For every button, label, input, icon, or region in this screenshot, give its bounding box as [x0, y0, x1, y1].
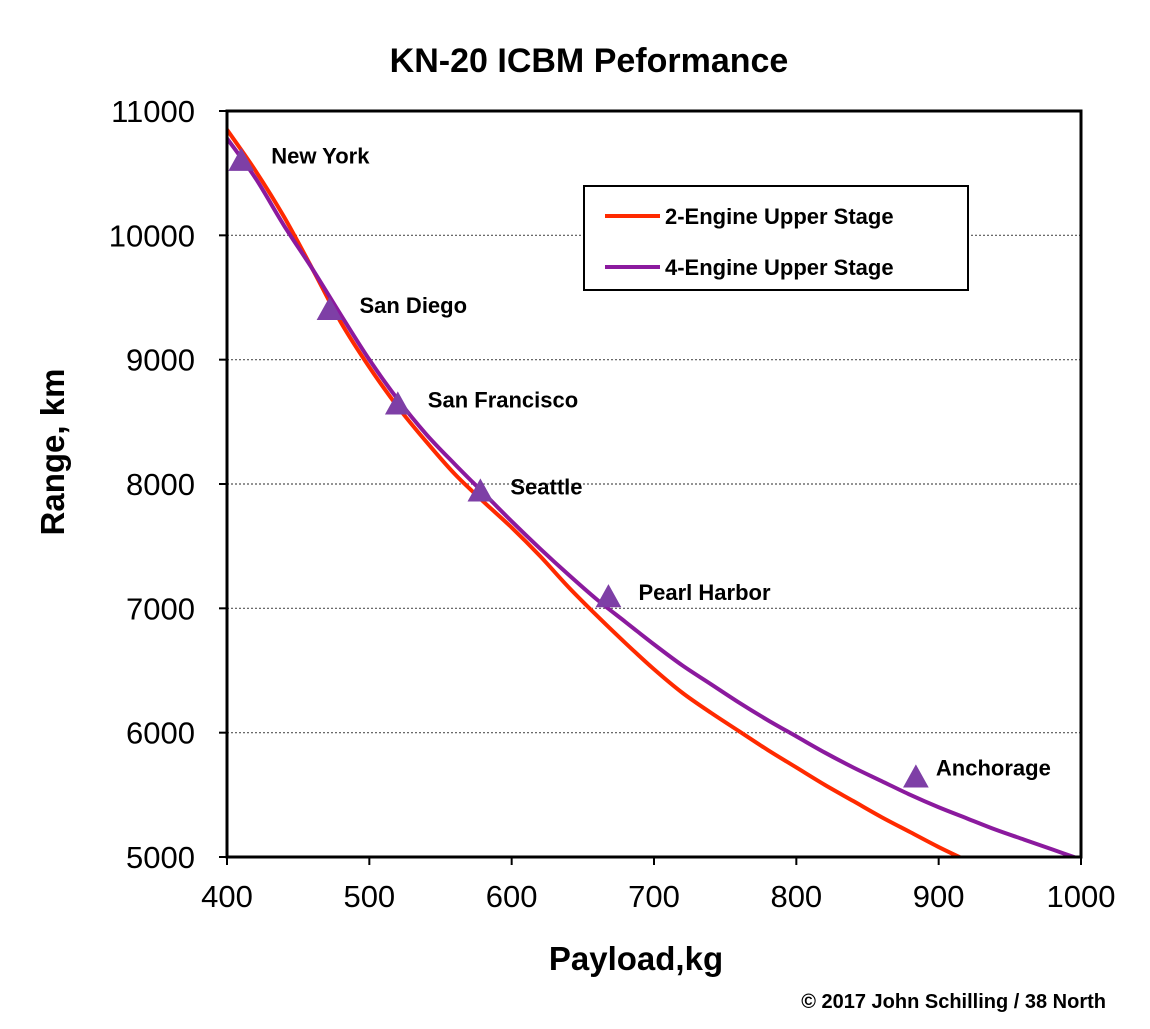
y-tick-label: 10000: [109, 218, 195, 253]
y-axis-label: Range, km: [34, 369, 71, 536]
gridlines: [227, 234, 1081, 734]
series-line-2-engine: [227, 127, 964, 857]
x-axis-ticks: 400 500 600 700 800 900 1000: [201, 857, 1115, 914]
x-tick-label: 400: [201, 879, 253, 914]
y-tick-label: 6000: [126, 716, 195, 751]
x-tick-label: 800: [770, 879, 822, 914]
city-label-new-york: New York: [271, 144, 370, 169]
city-marker-anchorage: [903, 764, 929, 788]
chart-title: KN-20 ICBM Peformance: [390, 42, 789, 80]
y-tick-label: 5000: [126, 840, 195, 875]
x-axis-label: Payload,kg: [549, 940, 723, 977]
legend-box: [583, 185, 969, 291]
x-tick-label: 600: [486, 879, 538, 914]
city-marker-seattle: [467, 478, 494, 502]
city-labels: New York San Diego San Francisco Seattle Pea…: [271, 144, 1051, 781]
city-markers: [228, 147, 929, 788]
city-label-san-diego: San Diego: [359, 293, 467, 318]
y-tick-label: 8000: [126, 467, 195, 502]
y-tick-label: 11000: [111, 94, 195, 129]
city-marker-san-francisco: [384, 391, 411, 415]
city-marker-san-diego: [316, 296, 343, 321]
city-label-seattle: Seattle: [510, 474, 582, 499]
legend-label-4-engine: 4-Engine Upper Stage: [665, 255, 894, 280]
x-tick-label: 700: [628, 879, 680, 914]
y-axis-ticks: 5000 6000 7000 8000 9000 10000 11000: [109, 94, 227, 875]
copyright-credit: © 2017 John Schilling / 38 North: [801, 991, 1106, 1013]
x-tick-label: 900: [913, 879, 965, 914]
x-tick-label: 1000: [1047, 879, 1116, 914]
y-tick-label: 7000: [126, 591, 195, 626]
legend-label-2-engine: 2-Engine Upper Stage: [665, 204, 894, 229]
series-lines: [227, 127, 1080, 857]
y-tick-label: 9000: [126, 343, 195, 378]
legend: 2-Engine Upper Stage 4-Engine Upper Stag…: [583, 185, 969, 291]
city-label-san-francisco: San Francisco: [428, 387, 578, 412]
city-label-pearl-harbor: Pearl Harbor: [638, 580, 770, 605]
city-label-anchorage: Anchorage: [936, 755, 1051, 780]
series-line-4-engine: [227, 136, 1080, 857]
x-tick-label: 500: [343, 879, 395, 914]
city-marker-pearl-harbor: [595, 584, 622, 608]
city-marker-new-york: [228, 147, 255, 171]
